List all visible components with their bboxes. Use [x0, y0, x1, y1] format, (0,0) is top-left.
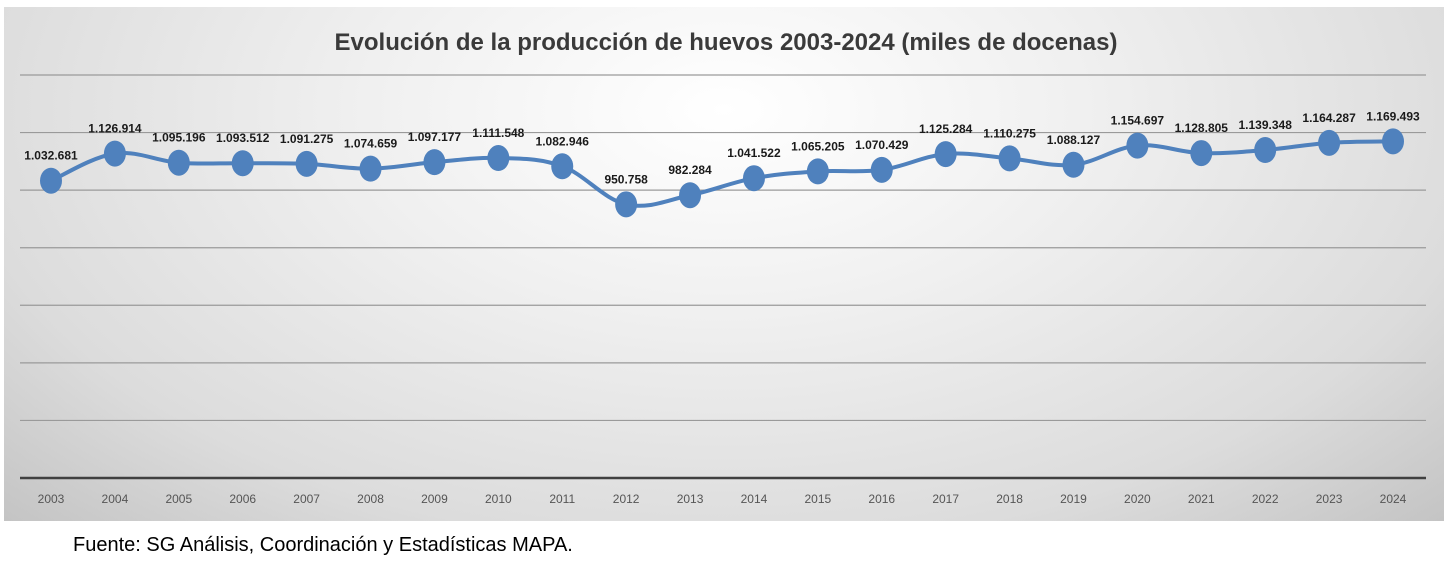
data-label-2012: 950.758 [604, 172, 648, 186]
data-point-2019 [1062, 151, 1085, 178]
x-tick-2024: 2024 [1380, 492, 1407, 506]
gridlines [20, 74, 1426, 422]
x-tick-2013: 2013 [677, 492, 704, 506]
data-label-2006: 1.093.512 [216, 131, 270, 145]
data-labels: 1.032.681 1.126.914 1.095.196 1.093.512 1.09… [24, 109, 1420, 186]
data-point-2010 [487, 145, 510, 172]
x-tick-2007: 2007 [293, 492, 320, 506]
data-point-2012 [615, 191, 638, 218]
x-tick-2014: 2014 [741, 492, 768, 506]
data-label-2013: 982.284 [668, 163, 712, 177]
x-tick-2023: 2023 [1316, 492, 1343, 506]
x-tick-2009: 2009 [421, 492, 448, 506]
data-label-2015: 1.065.205 [791, 139, 845, 153]
data-label-2008: 1.074.659 [344, 137, 398, 151]
data-point-2003 [40, 167, 62, 194]
x-tick-2004: 2004 [102, 492, 129, 506]
x-tick-2021: 2021 [1188, 492, 1215, 506]
series-line [50, 139, 1394, 208]
x-tick-2010: 2010 [485, 492, 512, 506]
data-label-2010: 1.111.548 [472, 126, 524, 140]
data-point-2018 [998, 145, 1021, 172]
data-label-2018: 1.110.275 [983, 126, 1036, 140]
data-point-2014 [742, 165, 765, 192]
data-point-2005 [167, 149, 190, 176]
x-tick-2015: 2015 [805, 492, 832, 506]
data-label-2003: 1.032.681 [24, 149, 78, 163]
data-label-2020: 1.154.697 [1111, 114, 1165, 128]
data-label-2009: 1.097.177 [408, 130, 462, 144]
data-point-2008 [359, 155, 382, 182]
source-note: Fuente: SG Análisis, Coordinación y Esta… [73, 534, 573, 556]
x-tick-2022: 2022 [1252, 492, 1279, 506]
data-label-2016: 1.070.429 [855, 138, 909, 152]
x-tick-2005: 2005 [165, 492, 192, 506]
data-point-2006 [231, 150, 254, 177]
x-tick-2003: 2003 [38, 492, 65, 506]
data-points [40, 128, 1404, 218]
chart-area [4, 7, 1444, 521]
data-label-2005: 1.095.196 [152, 131, 206, 145]
data-point-2013 [679, 182, 702, 209]
data-point-2009 [423, 149, 446, 176]
series-line-path [50, 139, 1394, 208]
x-tick-labels: 2003 2004 2005 2006 2007 2008 2009 2010 2011 2012… [38, 492, 1407, 506]
data-label-2017: 1.125.284 [919, 122, 973, 136]
data-point-2024 [1382, 128, 1404, 155]
data-point-2015 [806, 158, 829, 185]
data-label-2007: 1.091.275 [280, 132, 334, 146]
data-point-2007 [295, 150, 318, 177]
x-tick-2018: 2018 [996, 492, 1023, 506]
x-tick-2012: 2012 [613, 492, 640, 506]
data-label-2023: 1.164.287 [1302, 111, 1356, 125]
data-point-2021 [1190, 140, 1213, 167]
data-label-2014: 1.041.522 [727, 146, 781, 160]
chart-title: Evolución de la producción de huevos 200… [335, 29, 1118, 56]
x-tick-2008: 2008 [357, 492, 384, 506]
x-tick-2019: 2019 [1060, 492, 1087, 506]
data-label-2024: 1.169.493 [1366, 109, 1420, 123]
data-point-2016 [870, 156, 893, 183]
x-tick-2011: 2011 [549, 492, 575, 506]
data-label-2019: 1.088.127 [1047, 133, 1101, 147]
data-label-2021: 1.128.805 [1175, 121, 1229, 135]
x-tick-2020: 2020 [1124, 492, 1151, 506]
x-tick-2017: 2017 [932, 492, 959, 506]
x-tick-2006: 2006 [229, 492, 256, 506]
data-point-2020 [1126, 132, 1149, 159]
x-tick-2016: 2016 [868, 492, 895, 506]
data-point-2023 [1318, 129, 1341, 156]
data-point-2022 [1254, 137, 1277, 164]
data-label-2004: 1.126.914 [88, 122, 142, 136]
data-label-2022: 1.139.348 [1238, 118, 1292, 132]
data-point-2011 [551, 153, 574, 180]
data-point-2004 [103, 140, 126, 167]
data-point-2017 [934, 141, 957, 168]
data-label-2011: 1.082.946 [536, 134, 590, 148]
